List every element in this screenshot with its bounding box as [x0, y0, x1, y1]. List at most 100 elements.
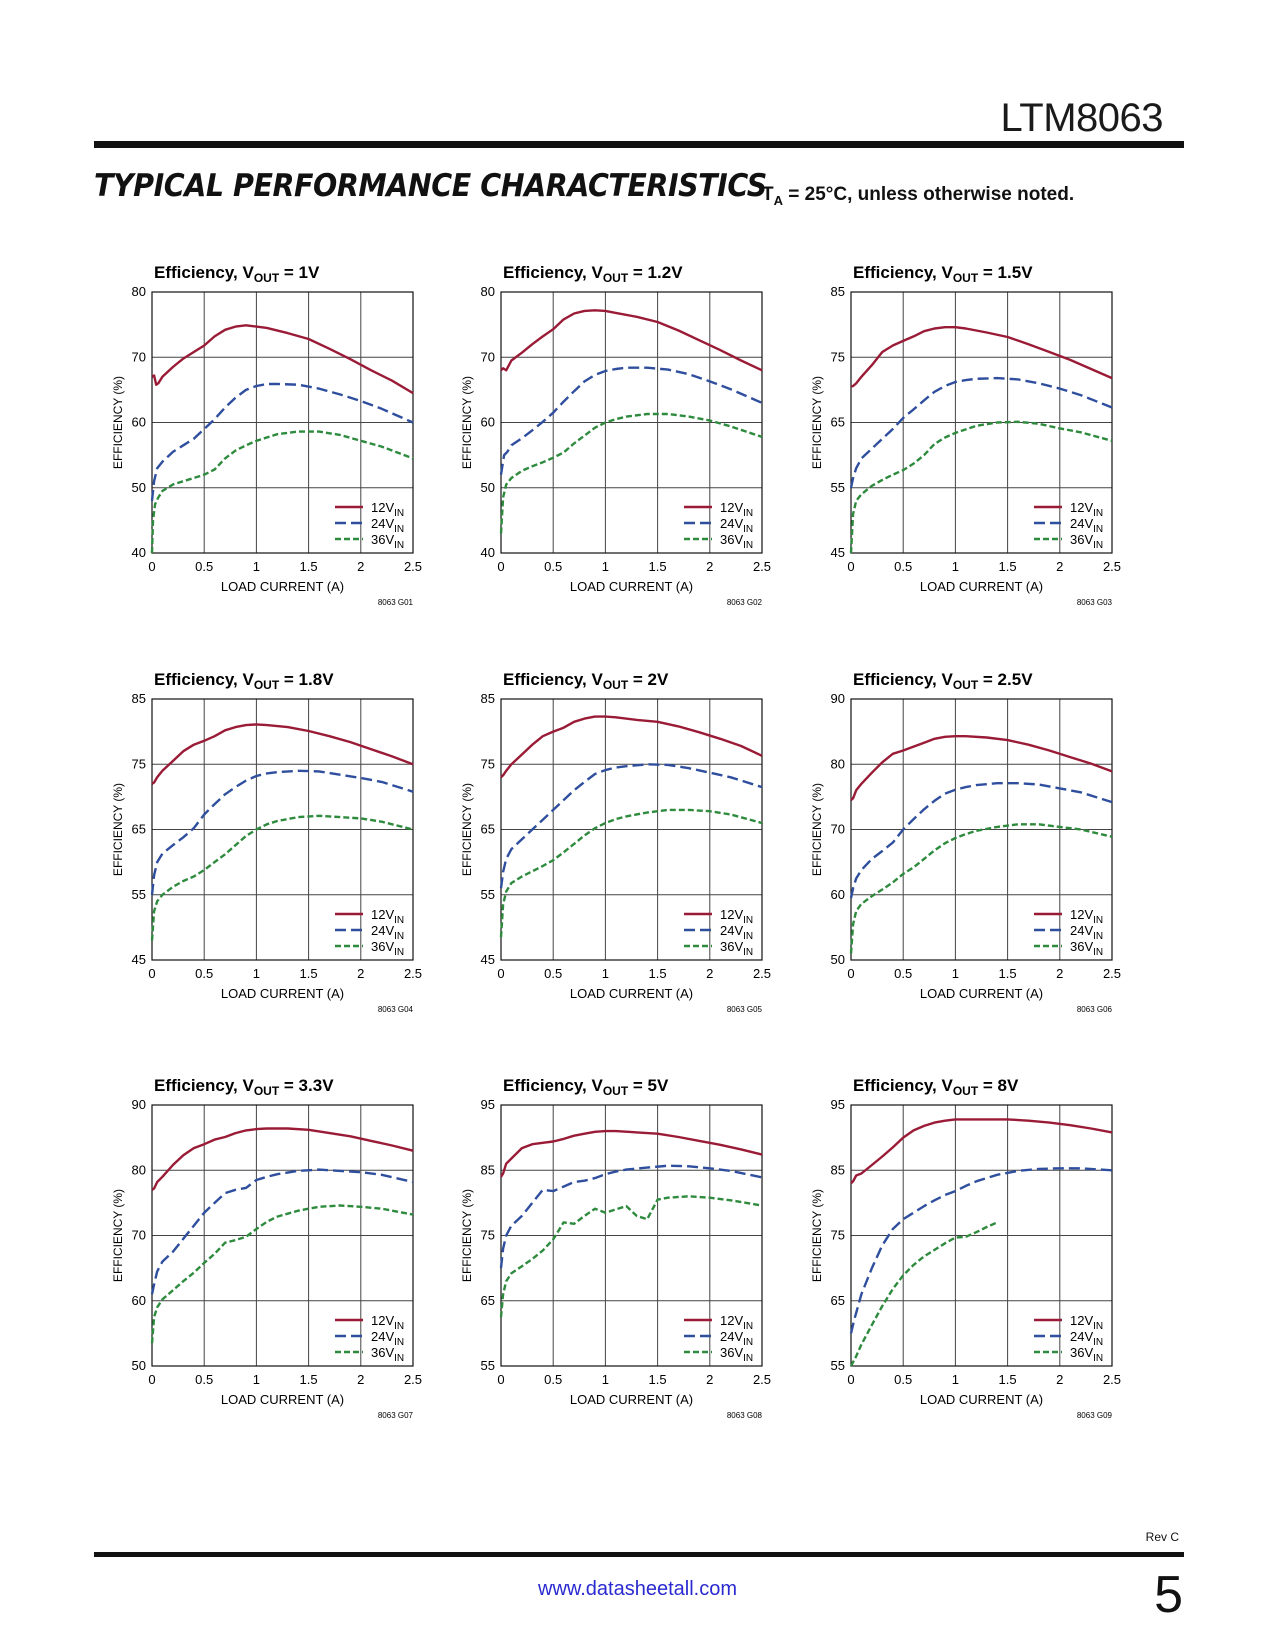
legend-label-main: 12V [371, 1313, 394, 1328]
legend-label: 36VIN [371, 939, 404, 958]
efficiency-chart: Efficiency, VOUT = 1.5V 0 0.5 1 1.5 2 2.5 45 55 6… [791, 252, 1132, 638]
x-tick-label: 1 [602, 966, 609, 981]
plot-frame [500, 1104, 763, 1367]
chart-svg: Efficiency, VOUT = 1.5V 0 0.5 1 1.5 2 2.5 45 55 6… [810, 263, 1121, 607]
chart-title: Efficiency, VOUT = 1.8V [154, 670, 334, 692]
y-tick-label: 80 [481, 284, 495, 299]
title-main: Efficiency, V [853, 1076, 953, 1095]
x-tick-label: 0 [497, 966, 504, 981]
x-tick-label: 0 [148, 1372, 155, 1387]
chart-svg: Efficiency, VOUT = 2.5V 0 0.5 1 1.5 2 2.5 50 60 7… [810, 670, 1121, 1014]
legend-label-subscript: IN [743, 1321, 753, 1332]
conditions-text: = 25°C, unless otherwise noted. [783, 184, 1075, 205]
title-value: = 3.3V [279, 1076, 334, 1095]
x-tick-label: 1.5 [649, 559, 667, 574]
legend-label: 12VIN [1070, 500, 1103, 519]
legend-label: 12VIN [371, 1313, 404, 1332]
title-value: = 1.2V [628, 263, 683, 282]
x-tick-label: 2 [706, 1372, 713, 1387]
legend-label-subscript: IN [394, 915, 404, 926]
legend-label-main: 12V [371, 500, 394, 515]
x-tick-label: 1.5 [300, 559, 318, 574]
x-tick-label: 2 [357, 966, 364, 981]
legend-label: 36VIN [1070, 1345, 1103, 1364]
series-line-24vin [150, 769, 414, 895]
y-tick-label: 65 [831, 415, 845, 430]
x-tick-label: 1 [253, 559, 260, 574]
x-tick-label: 2 [357, 1372, 364, 1387]
legend-label-subscript: IN [394, 947, 404, 958]
x-tick-label: 0 [148, 559, 155, 574]
title-subscript: OUT [603, 271, 629, 285]
x-tick-label: 0 [148, 966, 155, 981]
y-tick-label: 50 [132, 480, 146, 495]
header-rule [94, 141, 1184, 148]
title-main: Efficiency, V [154, 670, 254, 689]
legend-label-subscript: IN [394, 540, 404, 551]
title-subscript: OUT [254, 1084, 280, 1098]
legend-label-subscript: IN [1093, 540, 1103, 551]
x-tick-label: 0.5 [544, 559, 562, 574]
legend-label-main: 36V [1070, 939, 1093, 954]
x-tick-label: 0.5 [195, 559, 213, 574]
legend-label-main: 12V [371, 907, 394, 922]
legend-label-subscript: IN [743, 524, 753, 535]
legend-label-subscript: IN [1093, 1321, 1103, 1332]
legend-label-subscript: IN [1093, 524, 1103, 535]
x-tick-label: 2 [1056, 559, 1063, 574]
figure-code: 8063 G02 [727, 598, 763, 607]
legend-label-main: 24V [720, 923, 743, 938]
y-tick-label: 40 [132, 545, 146, 560]
y-tick-label: 80 [132, 284, 146, 299]
y-axis-label: EFFICIENCY (%) [460, 1189, 474, 1282]
legend-label-subscript: IN [1093, 915, 1103, 926]
legend-label: 12VIN [371, 500, 404, 519]
chart-title: Efficiency, VOUT = 8V [853, 1076, 1019, 1098]
legend-label-subscript: IN [1093, 1353, 1103, 1364]
y-tick-label: 60 [132, 415, 146, 430]
y-tick-label: 55 [481, 1358, 495, 1373]
y-tick-label: 55 [831, 1358, 845, 1373]
legend-label: 36VIN [371, 532, 404, 551]
efficiency-chart: Efficiency, VOUT = 8V 0 0.5 1 1.5 2 2.5 55 65 75 8… [791, 1065, 1132, 1451]
series-line-24vin [499, 763, 763, 889]
x-tick-label: 1 [952, 966, 959, 981]
x-tick-label: 0 [497, 1372, 504, 1387]
footer-url[interactable]: www.datasheetall.com [538, 1578, 737, 1600]
legend-label: 12VIN [371, 907, 404, 926]
series-line-24vin [499, 366, 763, 475]
legend-label: 24VIN [371, 1329, 404, 1348]
x-tick-label: 1 [253, 1372, 260, 1387]
title-main: Efficiency, V [853, 670, 953, 689]
chart-title: Efficiency, VOUT = 2.5V [853, 670, 1033, 692]
x-tick-label: 2.5 [1103, 1372, 1121, 1387]
legend-label-subscript: IN [394, 508, 404, 519]
legend-label-subscript: IN [1093, 508, 1103, 519]
x-tick-label: 0.5 [195, 966, 213, 981]
x-tick-label: 0.5 [894, 1372, 912, 1387]
test-conditions: TA = 25°C, unless otherwise noted. [762, 184, 1074, 208]
revision-label: Rev C [1145, 1530, 1179, 1544]
legend-label: 12VIN [1070, 907, 1103, 926]
y-axis-label: EFFICIENCY (%) [810, 1189, 824, 1282]
x-tick-label: 1 [952, 1372, 959, 1387]
title-main: Efficiency, V [503, 1076, 603, 1095]
legend-label: 36VIN [720, 1345, 753, 1364]
legend-label-main: 12V [1070, 907, 1093, 922]
legend-label-main: 24V [1070, 516, 1093, 531]
efficiency-chart: Efficiency, VOUT = 2.5V 0 0.5 1 1.5 2 2.5 50 60 7… [791, 659, 1132, 1045]
title-subscript: OUT [603, 1084, 629, 1098]
y-tick-label: 85 [481, 691, 495, 706]
series-line-36vin [150, 814, 414, 941]
legend-label-main: 24V [371, 516, 394, 531]
series-line-36vin [150, 1204, 414, 1344]
chart-title: Efficiency, VOUT = 1V [154, 263, 320, 285]
x-axis-label: LOAD CURRENT (A) [920, 986, 1043, 1001]
legend-label-subscript: IN [394, 1337, 404, 1348]
x-tick-label: 1 [602, 1372, 609, 1387]
x-tick-label: 1 [602, 559, 609, 574]
title-main: Efficiency, V [503, 263, 603, 282]
legend-label: 24VIN [720, 516, 753, 535]
legend-label-subscript: IN [394, 931, 404, 942]
series-line-36vin [499, 1195, 763, 1318]
